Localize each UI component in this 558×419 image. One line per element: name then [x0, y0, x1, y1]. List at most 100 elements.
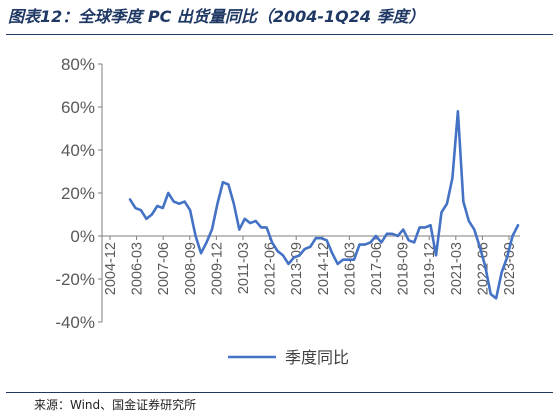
data-point [479, 246, 481, 248]
data-point [205, 241, 207, 243]
data-point [309, 246, 311, 248]
data-point [336, 263, 338, 265]
source-note: 来源：Wind、国金证券研究所 [34, 398, 197, 412]
data-point [500, 271, 502, 273]
data-point [517, 224, 519, 226]
data-point [375, 235, 377, 237]
x-tick-label: 2012-06 [263, 242, 279, 295]
data-point [391, 233, 393, 235]
data-point [435, 254, 437, 256]
x-tick-label: 2006-03 [130, 242, 146, 295]
data-point [468, 220, 470, 222]
x-tick-label: 2016-03 [342, 242, 358, 295]
y-tick-label: -40% [55, 313, 95, 332]
data-point [227, 183, 229, 185]
series-line [128, 110, 520, 300]
data-point [451, 177, 453, 179]
data-point [200, 252, 202, 254]
data-point [134, 207, 136, 209]
data-point [369, 241, 371, 243]
data-point [315, 237, 317, 239]
data-point [506, 256, 508, 258]
data-point [162, 207, 164, 209]
data-point [380, 241, 382, 243]
data-point [293, 256, 295, 258]
data-point [167, 192, 169, 194]
x-tick-label: 2007-06 [156, 242, 172, 295]
data-point [265, 226, 267, 228]
data-point [408, 239, 410, 241]
data-point [282, 254, 284, 256]
y-tick-label: -20% [55, 270, 95, 289]
data-point [429, 224, 431, 226]
legend: 季度同比 [228, 348, 349, 367]
data-point [511, 235, 513, 237]
x-tick-label: 2019-12 [422, 242, 438, 295]
data-point [386, 233, 388, 235]
data-point [413, 241, 415, 243]
x-tick-label: 2017-06 [369, 242, 385, 295]
data-point [140, 209, 142, 211]
data-point [238, 228, 240, 230]
data-point [342, 258, 344, 260]
data-point [216, 203, 218, 205]
data-point [183, 200, 185, 202]
data-point [495, 297, 497, 299]
data-point [347, 258, 349, 260]
data-point [249, 222, 251, 224]
data-point [287, 263, 289, 265]
data-point [151, 213, 153, 215]
x-tick-label: 2018-09 [396, 242, 412, 295]
data-point [446, 203, 448, 205]
data-point [233, 203, 235, 205]
data-point [173, 200, 175, 202]
data-point [304, 248, 306, 250]
data-point [178, 203, 180, 205]
data-point [129, 198, 131, 200]
data-point [473, 228, 475, 230]
x-tick-label: 2009-12 [209, 242, 225, 295]
title-divider [6, 34, 553, 35]
x-tick-label: 2023-09 [502, 242, 518, 295]
y-tick-label: 80% [61, 55, 95, 74]
data-point [457, 110, 459, 112]
data-point [326, 239, 328, 241]
data-point [276, 250, 278, 252]
data-point [298, 254, 300, 256]
data-point [194, 235, 196, 237]
y-tick-label: 20% [61, 184, 95, 203]
y-tick-label: 60% [61, 98, 95, 117]
data-point [440, 211, 442, 213]
legend-label: 季度同比 [285, 348, 349, 367]
data-point [364, 243, 366, 245]
data-point [254, 220, 256, 222]
data-point [418, 226, 420, 228]
data-point [260, 226, 262, 228]
chart-title: 图表12：全球季度 PC 出货量同比（2004-1Q24 季度） [8, 7, 425, 26]
y-tick-label: 40% [61, 141, 95, 160]
y-axis: 80% 60% 40% 20% 0% -20% -40% [55, 55, 103, 332]
data-point [424, 226, 426, 228]
y-tick-label: 0% [70, 227, 95, 246]
data-point [353, 258, 355, 260]
plot-area [128, 110, 520, 300]
x-axis: 2004-12 2006-03 2007-06 2008-09 2009-12 2011-… [102, 235, 520, 295]
data-point [244, 218, 246, 220]
data-point [211, 228, 213, 230]
data-point [271, 241, 273, 243]
data-point [489, 293, 491, 295]
data-point [397, 235, 399, 237]
x-tick-label: 2014-12 [316, 242, 332, 295]
data-point [189, 209, 191, 211]
x-tick-label: 2013-09 [289, 242, 305, 295]
x-tick-label: 2008-09 [183, 242, 199, 295]
data-point [320, 237, 322, 239]
data-point [145, 218, 147, 220]
data-point [484, 265, 486, 267]
x-tick-label: 2004-12 [103, 242, 119, 295]
x-tick-label: 2021-03 [449, 242, 465, 295]
footer-divider [6, 392, 553, 393]
data-point [156, 205, 158, 207]
data-point [402, 228, 404, 230]
data-point [222, 181, 224, 183]
